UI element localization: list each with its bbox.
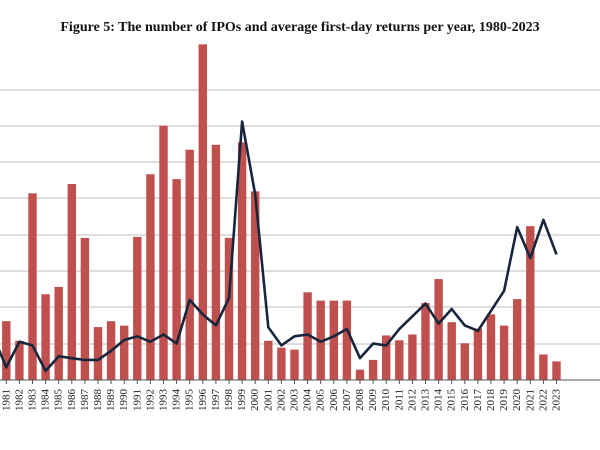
bar-2018: [486, 314, 496, 380]
x-tick-label-2022: 2022: [537, 389, 549, 411]
bar-1982: [15, 340, 24, 380]
x-tick-label-2016: 2016: [459, 389, 471, 412]
bar-2008: [355, 369, 365, 380]
bar-1995: [185, 149, 194, 380]
x-tick-label-2002: 2002: [275, 389, 287, 411]
bar-2021: [526, 226, 535, 380]
x-tick-label-2021: 2021: [524, 389, 536, 411]
bar-2020: [513, 299, 522, 380]
x-tick-label-1982: 1982: [13, 389, 25, 411]
x-tick-label-2011: 2011: [393, 389, 405, 411]
bar-1999: [237, 142, 247, 380]
bar-1987: [80, 237, 90, 380]
x-tick-label-2003: 2003: [289, 389, 301, 412]
bar-1994: [172, 179, 181, 380]
x-tick-label-1981: 1981: [0, 389, 12, 411]
x-tick-label-1994: 1994: [171, 389, 183, 412]
bar-2014: [434, 279, 443, 380]
x-tick-label-2017: 2017: [472, 389, 484, 412]
x-tick-label-2008: 2008: [354, 389, 366, 412]
x-tick-label-1984: 1984: [40, 389, 52, 412]
bar-2004: [303, 292, 312, 380]
bar-2009: [368, 359, 378, 380]
x-tick-label-1986: 1986: [66, 389, 78, 412]
x-tick-label-2009: 2009: [367, 389, 379, 412]
x-tick-label-1989: 1989: [105, 389, 117, 412]
x-tick-label-1995: 1995: [184, 389, 196, 412]
bar-1992: [146, 174, 155, 380]
bar-2011: [395, 340, 404, 380]
x-tick-label-2001: 2001: [262, 389, 274, 411]
x-tick-label-1983: 1983: [27, 389, 39, 412]
bar-1993: [159, 125, 168, 380]
bar-2022: [539, 354, 548, 380]
x-tick-label-1992: 1992: [144, 389, 156, 411]
bar-2017: [473, 328, 483, 380]
bar-2019: [499, 325, 509, 380]
bar-2023: [552, 361, 561, 380]
bar-2007: [342, 300, 352, 380]
bar-1984: [41, 294, 50, 380]
bar-2000: [251, 191, 260, 380]
gridlines: [0, 89, 600, 345]
bar-2003: [290, 349, 299, 380]
bar-2012: [408, 334, 417, 380]
bar-1991: [133, 236, 142, 380]
bar-1988: [93, 327, 103, 380]
x-tick-label-2023: 2023: [551, 389, 563, 412]
chart-title: Figure 5: The number of IPOs and average…: [60, 20, 540, 35]
x-tick-label-2013: 2013: [420, 389, 432, 412]
bar-1986: [67, 184, 76, 380]
x-tick-labels: 1980198119821983198419851986198719881989…: [0, 380, 563, 412]
x-tick-label-2015: 2015: [446, 389, 458, 412]
x-tick-label-1993: 1993: [158, 389, 170, 412]
x-tick-label-2014: 2014: [433, 389, 445, 412]
bar-2010: [382, 335, 391, 380]
x-tick-label-2020: 2020: [511, 389, 523, 412]
x-tick-label-1996: 1996: [197, 389, 209, 412]
x-tick-label-2005: 2005: [315, 389, 327, 412]
x-tick-label-1990: 1990: [118, 389, 130, 412]
x-tick-label-1997: 1997: [210, 389, 222, 412]
bar-1996: [198, 44, 207, 380]
line-series: [0, 120, 558, 373]
bar-2013: [421, 303, 430, 380]
bar-2015: [447, 322, 456, 380]
bar-2002: [277, 347, 286, 380]
x-tick-label-1999: 1999: [236, 389, 248, 412]
first-day-return-line: [0, 120, 558, 373]
x-tick-label-2000: 2000: [249, 389, 261, 412]
x-tick-label-1985: 1985: [53, 389, 65, 412]
bar-1998: [224, 237, 234, 380]
x-tick-label-2010: 2010: [380, 389, 392, 412]
bar-1990: [120, 325, 129, 380]
x-tick-label-1987: 1987: [79, 389, 91, 412]
bar-1983: [28, 193, 37, 380]
x-tick-label-1988: 1988: [92, 389, 104, 412]
bar-2001: [264, 340, 273, 380]
x-tick-label-2006: 2006: [328, 389, 340, 412]
bar-1981: [2, 321, 11, 380]
x-tick-label-2004: 2004: [302, 389, 314, 412]
x-tick-label-2019: 2019: [498, 389, 510, 412]
x-tick-label-2018: 2018: [485, 389, 497, 412]
x-tick-label-2012: 2012: [406, 389, 418, 411]
bar-1985: [54, 286, 63, 380]
x-tick-label-1998: 1998: [223, 389, 235, 412]
bar-2016: [460, 343, 469, 380]
x-tick-label-2007: 2007: [341, 389, 353, 412]
bar-2006: [329, 300, 338, 380]
bar-1997: [211, 144, 221, 380]
x-tick-label-1991: 1991: [131, 389, 143, 411]
